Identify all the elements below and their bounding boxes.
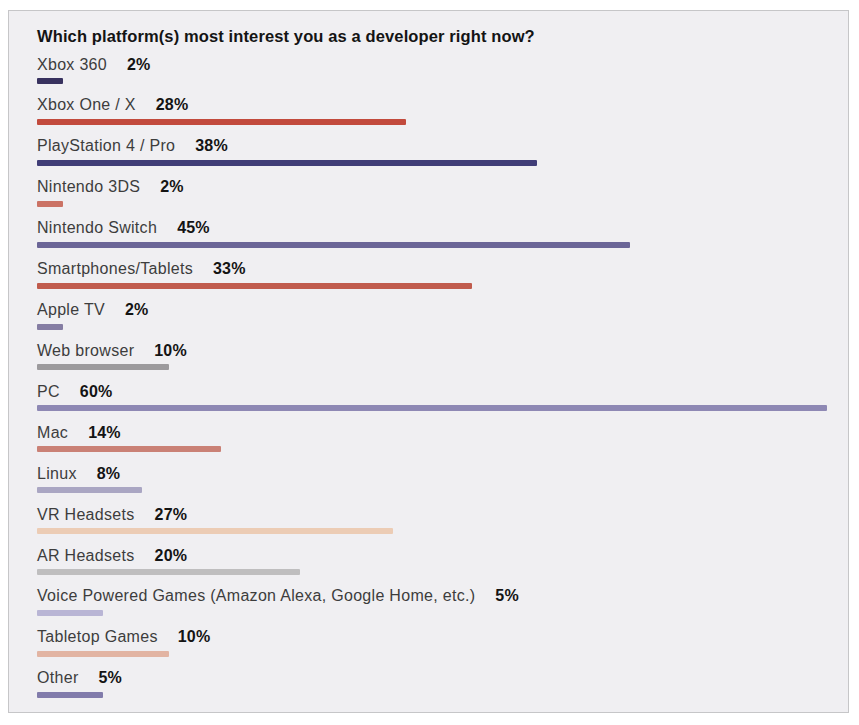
platform-value: 2% [127, 55, 151, 75]
platform-label: Tabletop Games [37, 627, 158, 647]
platform-bar [37, 160, 537, 166]
platform-label: Nintendo Switch [37, 218, 157, 238]
row-label-line: Web browser 10% [37, 341, 848, 361]
platform-bar [37, 487, 142, 493]
platform-label: PC [37, 382, 60, 402]
platform-label: Xbox 360 [37, 55, 107, 75]
platform-value: 28% [156, 95, 189, 115]
platform-label: Smartphones/Tablets [37, 259, 193, 279]
platform-bar [37, 528, 393, 534]
chart-row: Xbox One / X 28% [37, 95, 848, 136]
row-label-line: Tabletop Games 10% [37, 627, 848, 647]
platform-bar [37, 78, 63, 84]
chart-row: AR Headsets 20% [37, 546, 848, 587]
platform-value: 20% [155, 546, 188, 566]
platform-label: Other [37, 668, 79, 688]
platform-bar [37, 569, 300, 575]
platform-bar [37, 242, 630, 248]
platform-value: 33% [213, 259, 246, 279]
platform-label: Nintendo 3DS [37, 177, 140, 197]
chart-row: Voice Powered Games (Amazon Alexa, Googl… [37, 586, 848, 627]
platform-label: Linux [37, 464, 77, 484]
platform-label: Mac [37, 423, 68, 443]
platform-value: 5% [495, 586, 519, 606]
row-label-line: Mac 14% [37, 423, 848, 443]
platform-label: AR Headsets [37, 546, 135, 566]
chart-row: Mac 14% [37, 423, 848, 464]
platform-value: 60% [80, 382, 113, 402]
chart-row: Nintendo Switch 45% [37, 218, 848, 259]
chart-row: Xbox 360 2% [37, 55, 848, 96]
chart-row: Tabletop Games 10% [37, 627, 848, 668]
chart-row: PlayStation 4 / Pro 38% [37, 136, 848, 177]
chart-rows: Xbox 360 2% Xbox One / X 28% PlayStation… [37, 55, 848, 710]
platform-bar [37, 651, 169, 657]
platform-value: 10% [154, 341, 187, 361]
platform-label: Apple TV [37, 300, 105, 320]
platform-value: 5% [99, 668, 123, 688]
row-label-line: Smartphones/Tablets 33% [37, 259, 848, 279]
platform-value: 27% [155, 505, 188, 525]
row-label-line: Linux 8% [37, 464, 848, 484]
row-label-line: Nintendo 3DS 2% [37, 177, 848, 197]
platform-label: Web browser [37, 341, 134, 361]
platform-label: Voice Powered Games (Amazon Alexa, Googl… [37, 586, 475, 606]
chart-row: Apple TV 2% [37, 300, 848, 341]
row-label-line: PC 60% [37, 382, 848, 402]
chart-row: VR Headsets 27% [37, 505, 848, 546]
chart-row: Smartphones/Tablets 33% [37, 259, 848, 300]
chart-row: Web browser 10% [37, 341, 848, 382]
chart-row: Nintendo 3DS 2% [37, 177, 848, 218]
platform-bar [37, 119, 406, 125]
row-label-line: Xbox 360 2% [37, 55, 848, 75]
platform-label: VR Headsets [37, 505, 135, 525]
platform-value: 2% [160, 177, 184, 197]
platform-bar [37, 405, 827, 411]
platform-value: 8% [97, 464, 121, 484]
chart-row: Other 5% [37, 668, 848, 709]
row-label-line: Xbox One / X 28% [37, 95, 848, 115]
platform-value: 45% [177, 218, 210, 238]
platform-bar [37, 283, 472, 289]
platform-value: 38% [195, 136, 228, 156]
platform-value: 14% [88, 423, 121, 443]
platform-value: 2% [125, 300, 149, 320]
platform-label: PlayStation 4 / Pro [37, 136, 175, 156]
row-label-line: Nintendo Switch 45% [37, 218, 848, 238]
platform-label: Xbox One / X [37, 95, 136, 115]
chart-row: PC 60% [37, 382, 848, 423]
platform-bar [37, 364, 169, 370]
row-label-line: AR Headsets 20% [37, 546, 848, 566]
platform-bar [37, 324, 63, 330]
platform-value: 10% [178, 627, 211, 647]
row-label-line: Other 5% [37, 668, 848, 688]
row-label-line: PlayStation 4 / Pro 38% [37, 136, 848, 156]
platform-bar [37, 610, 103, 616]
platform-bar [37, 692, 103, 698]
chart-title: Which platform(s) most interest you as a… [37, 26, 535, 46]
chart-panel: Which platform(s) most interest you as a… [8, 10, 849, 713]
row-label-line: VR Headsets 27% [37, 505, 848, 525]
row-label-line: Voice Powered Games (Amazon Alexa, Googl… [37, 586, 848, 606]
platform-bar [37, 446, 221, 452]
chart-row: Linux 8% [37, 464, 848, 505]
platform-bar [37, 201, 63, 207]
row-label-line: Apple TV 2% [37, 300, 848, 320]
